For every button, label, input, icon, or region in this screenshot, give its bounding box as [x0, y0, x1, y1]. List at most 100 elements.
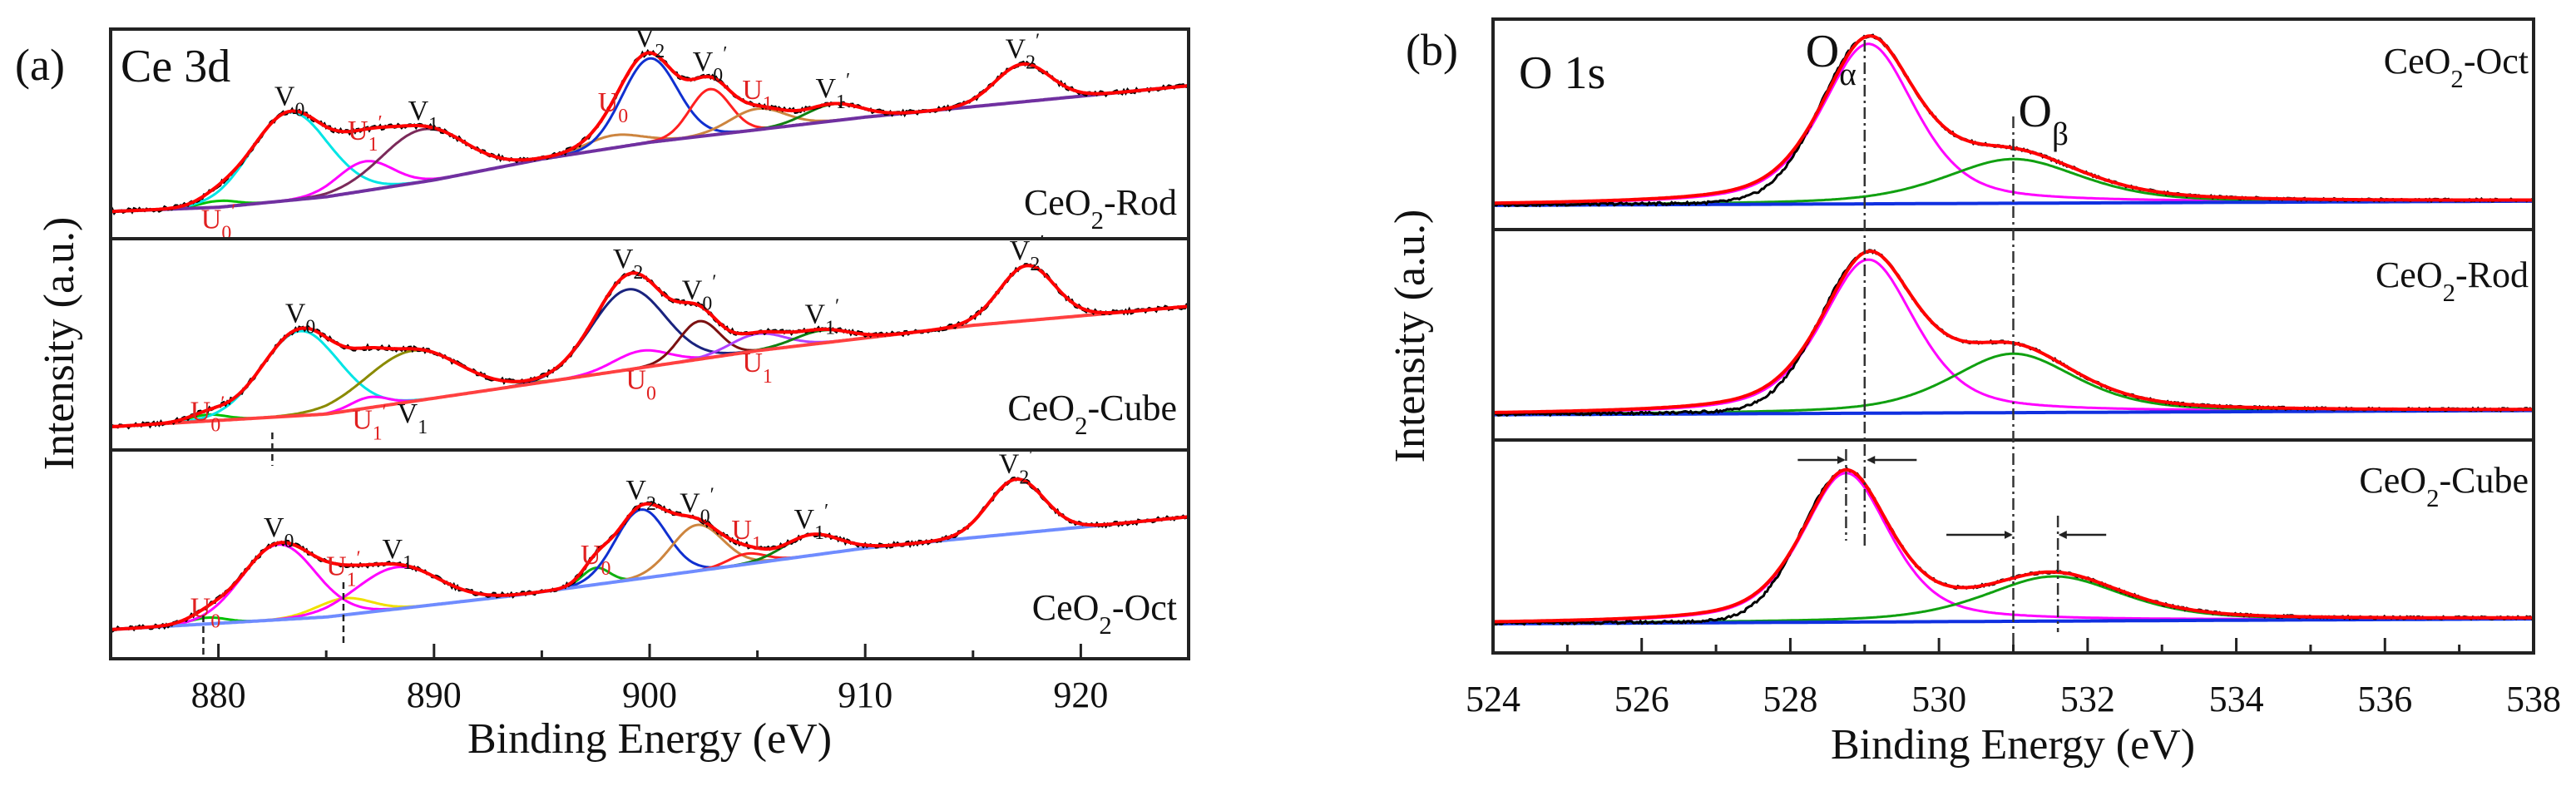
x-tick-label: 530: [1911, 679, 1966, 719]
label-main: U: [598, 87, 619, 118]
label-subscript: 0: [294, 99, 304, 121]
label-subscript: 1: [368, 134, 378, 156]
label-main: V: [613, 244, 634, 274]
x-tick-label: 532: [2060, 679, 2115, 719]
peak-label: U1′: [348, 112, 383, 156]
label-main: CeO: [1024, 182, 1091, 223]
label-prime: ′: [220, 393, 225, 415]
label-suffix: -Oct: [1112, 587, 1177, 628]
o-alpha-label: Oα: [1806, 26, 1857, 92]
label-subscript: 0: [284, 531, 294, 552]
o-beta-label: Oβ: [2019, 86, 2069, 152]
x-tick-label: 526: [1614, 679, 1669, 719]
label-suffix: -Oct: [2464, 41, 2529, 82]
background-line: [110, 515, 1189, 631]
label-subscript: 2: [1091, 206, 1104, 235]
panel-b-title: O 1s: [1519, 47, 1605, 99]
panel-b-letter: (b): [1406, 25, 1458, 75]
label-subscript: β: [2052, 116, 2069, 152]
label-main: V: [408, 96, 429, 126]
label-main: U: [201, 204, 222, 235]
panel-b-ylabel: Intensity (a.u.): [1387, 210, 1434, 463]
label-main: V: [635, 22, 655, 53]
component-peak: [1493, 352, 2534, 416]
x-tick-label: 900: [622, 675, 677, 715]
fitted-envelope: [110, 264, 1189, 429]
label-prime: ′: [220, 589, 225, 611]
panel-b-xlabel: Binding Energy (eV): [1831, 721, 2195, 769]
label-main: V: [794, 504, 815, 535]
peak-label: V0: [285, 298, 315, 338]
label-subscript: 0: [618, 106, 628, 127]
peak-label: V0: [264, 512, 294, 552]
label-subscript: 2: [2426, 484, 2439, 512]
peak-label: V2: [625, 475, 655, 515]
fitted-envelope: [1492, 467, 2534, 624]
peak-label: V0′: [693, 43, 728, 87]
label-subscript: 2: [646, 493, 656, 515]
x-tick-label: 890: [407, 675, 462, 715]
label-main: U: [742, 348, 763, 378]
label-subscript: 2: [1099, 611, 1111, 640]
label-main: V: [680, 488, 700, 519]
label-prime: ′: [723, 43, 727, 65]
background-line: [110, 304, 1189, 429]
label-suffix: -Rod: [1104, 182, 1177, 223]
x-tick-label: 536: [2357, 679, 2412, 719]
label-subscript: 2: [633, 262, 643, 284]
label-prime: ′: [1040, 232, 1044, 254]
label-main: CeO: [1007, 388, 1075, 428]
label-subscript: 2: [1026, 52, 1036, 74]
peak-label: V0′: [682, 272, 717, 315]
label-suffix: -Cube: [1087, 388, 1177, 428]
label-subscript: 0: [210, 415, 220, 437]
peak-label: U0: [581, 540, 611, 580]
label-subscript: 1: [403, 552, 413, 574]
peak-label: V1′: [794, 501, 829, 544]
label-subscript: 0: [210, 611, 220, 632]
label-main: V: [264, 512, 284, 543]
peak-label: V1: [408, 96, 438, 136]
label-subscript: 0: [700, 507, 710, 528]
x-tick-label: 920: [1053, 675, 1108, 715]
label-main: CeO: [2384, 41, 2451, 82]
label-prime: ′: [846, 70, 850, 91]
label-main: CeO: [2359, 460, 2426, 501]
label-subscript: 1: [814, 522, 824, 544]
label-subscript: α: [1839, 57, 1857, 92]
label-prime: ′: [231, 200, 235, 222]
label-prime: ′: [1036, 31, 1040, 52]
label-main: U: [731, 515, 752, 546]
label-prime: ′: [357, 548, 361, 570]
background-line: [111, 84, 1189, 214]
label-subscript: 2: [2443, 279, 2455, 307]
label-subscript: 0: [221, 222, 231, 244]
peak-label: V0: [274, 81, 304, 121]
fitted-envelope: [110, 477, 1189, 631]
label-main: V: [682, 275, 703, 306]
peak-label: U0′: [201, 200, 236, 244]
label-subscript: 1: [373, 423, 383, 445]
peak-label: V2: [613, 244, 643, 284]
label-suffix: -Cube: [2439, 460, 2529, 501]
label-subscript: 2: [655, 41, 665, 62]
peak-label: V1′: [805, 295, 840, 339]
peak-label: V0′: [680, 485, 714, 528]
label-main: V: [815, 73, 836, 104]
label-subscript: 1: [347, 570, 357, 591]
label-main: V: [1006, 34, 1026, 65]
peak-label: V1′: [815, 70, 850, 113]
x-tick-label: 528: [1763, 679, 1817, 719]
peak-label: V1: [383, 534, 413, 574]
peak-label: V2′: [999, 446, 1034, 489]
label-subscript: 2: [1075, 412, 1087, 440]
label-main: U: [348, 116, 368, 146]
label-main: U: [190, 592, 211, 623]
peak-label: U0′: [190, 393, 225, 437]
label-subscript: 1: [752, 533, 762, 555]
